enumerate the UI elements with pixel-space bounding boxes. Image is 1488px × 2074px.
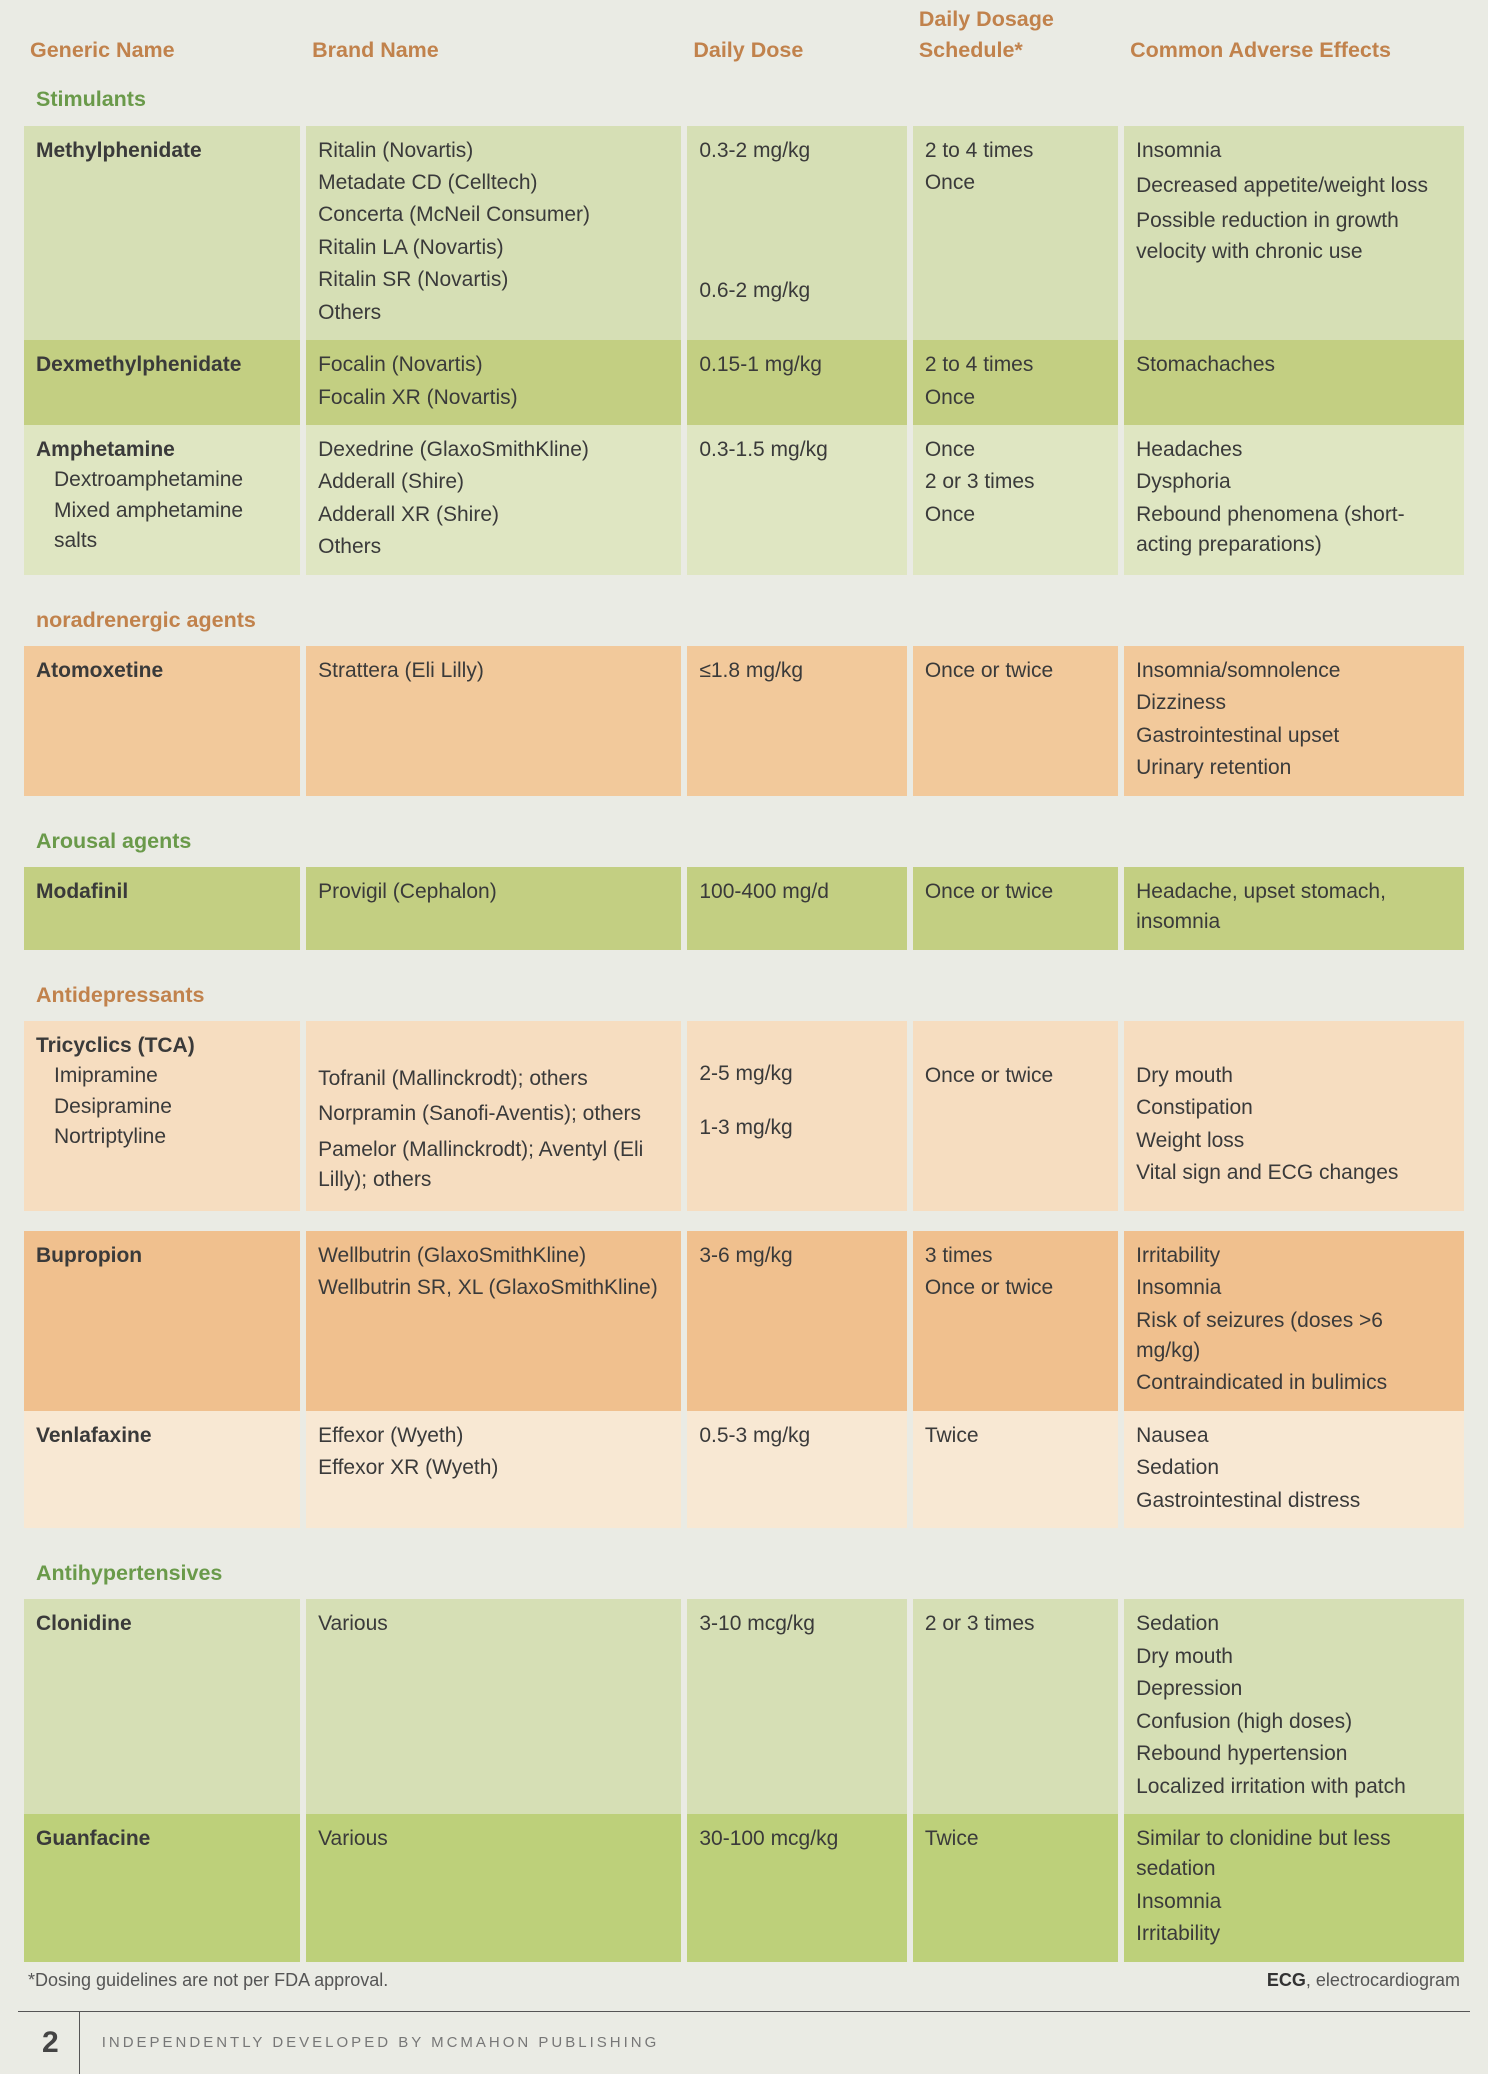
dose-cell: 0.3-1.5 mg/kg — [687, 425, 906, 575]
dose-cell: 0.15-1 mg/kg — [687, 340, 906, 425]
schedule-cell: 3 times Once or twice — [913, 1231, 1118, 1411]
generic-name: Bupropion — [36, 1244, 142, 1267]
schedule-cell: 2 to 4 times Once — [913, 126, 1118, 341]
schedule-cell: 2 or 3 times — [913, 1599, 1118, 1814]
footer-bar: 2 INDEPENDENTLY DEVELOPED BY MCMAHON PUB… — [18, 2011, 1470, 2074]
row-modafinil: Modafinil Provigil (Cephalon) 100-400 mg… — [24, 867, 1464, 950]
row-tricyclics: Tricyclics (TCA) Imipramine Desipramine … — [24, 1021, 1464, 1211]
dose-cell: 3-10 mcg/kg — [687, 1599, 906, 1814]
brand-cell: Effexor (Wyeth) Effexor XR (Wyeth) — [306, 1411, 681, 1528]
brand-cell: Dexedrine (GlaxoSmithKline) Adderall (Sh… — [306, 425, 681, 575]
dose-cell: ≤1.8 mg/kg — [687, 646, 906, 796]
col-dose: Daily Dose — [687, 0, 906, 74]
row-methylphenidate: Methylphenidate Ritalin (Novartis) Metad… — [24, 126, 1464, 341]
generic-cell: Amphetamine Dextroamphetamine Mixed amph… — [24, 425, 300, 575]
section-antihypertensives: Antihypertensives — [24, 1548, 1464, 1599]
col-adverse: Common Adverse Effects — [1124, 0, 1464, 74]
generic-name: Modafinil — [36, 880, 128, 903]
section-stimulants: Stimulants — [24, 74, 1464, 125]
section-antidepressants: Antidepressants — [24, 970, 1464, 1021]
col-schedule: Daily Dosage Schedule* — [913, 0, 1118, 74]
schedule-cell: Once or twice — [913, 646, 1118, 796]
publisher-line: INDEPENDENTLY DEVELOPED BY MCMAHON PUBLI… — [80, 2034, 660, 2051]
generic-name: Atomoxetine — [36, 659, 163, 682]
dose-cell: 0.5-3 mg/kg — [687, 1411, 906, 1528]
brand-cell: Provigil (Cephalon) — [306, 867, 681, 950]
adverse-cell: Insomnia/somnolence Dizziness Gastrointe… — [1124, 646, 1464, 796]
generic-name: Dexmethylphenidate — [36, 353, 241, 376]
row-venlafaxine: Venlafaxine Effexor (Wyeth) Effexor XR (… — [24, 1411, 1464, 1528]
brand-cell: Focalin (Novartis) Focalin XR (Novartis) — [306, 340, 681, 425]
generic-cell: Tricyclics (TCA) Imipramine Desipramine … — [24, 1021, 300, 1211]
brand-cell: Ritalin (Novartis) Metadate CD (Celltech… — [306, 126, 681, 341]
row-atomoxetine: Atomoxetine Strattera (Eli Lilly) ≤1.8 m… — [24, 646, 1464, 796]
schedule-cell: Once or twice — [913, 1021, 1118, 1211]
brand-cell: Tofranil (Mallinckrodt); others Norprami… — [306, 1021, 681, 1211]
schedule-cell: Twice — [913, 1411, 1118, 1528]
col-brand: Brand Name — [306, 0, 681, 74]
dose-cell: 30-100 mcg/kg — [687, 1814, 906, 1962]
adverse-cell: Insomnia Decreased appetite/weight loss … — [1124, 126, 1464, 341]
row-dexmethylphenidate: Dexmethylphenidate Focalin (Novartis) Fo… — [24, 340, 1464, 425]
dose-cell: 3-6 mg/kg — [687, 1231, 906, 1411]
section-noradrenergic: noradrenergic agents — [24, 595, 1464, 646]
col-generic: Generic Name — [24, 0, 300, 74]
adverse-cell: Irritability Insomnia Risk of seizures (… — [1124, 1231, 1464, 1411]
header-row: Generic Name Brand Name Daily Dose Daily… — [24, 0, 1464, 74]
footnote-right: ECG, electrocardiogram — [1267, 1970, 1460, 1991]
adverse-cell: Stomachaches — [1124, 340, 1464, 425]
schedule-cell: Once or twice — [913, 867, 1118, 950]
brand-cell: Strattera (Eli Lilly) — [306, 646, 681, 796]
adverse-cell: Headache, upset stomach, insomnia — [1124, 867, 1464, 950]
adverse-cell: Headaches Dysphoria Rebound phenomena (s… — [1124, 425, 1464, 575]
schedule-cell: 2 to 4 times Once — [913, 340, 1118, 425]
generic-name: Venlafaxine — [36, 1424, 152, 1447]
dose-cell: 2-5 mg/kg 1-3 mg/kg — [687, 1021, 906, 1211]
generic-name: Clonidine — [36, 1612, 132, 1635]
adverse-cell: Dry mouth Constipation Weight loss Vital… — [1124, 1021, 1464, 1211]
adverse-cell: Sedation Dry mouth Depression Confusion … — [1124, 1599, 1464, 1814]
section-arousal: Arousal agents — [24, 816, 1464, 867]
row-bupropion: Bupropion Wellbutrin (GlaxoSmithKline) W… — [24, 1231, 1464, 1411]
medication-table-page: Generic Name Brand Name Daily Dose Daily… — [0, 0, 1488, 2074]
medications-table: Generic Name Brand Name Daily Dose Daily… — [18, 0, 1470, 1962]
footnote-left: *Dosing guidelines are not per FDA appro… — [28, 1970, 388, 1991]
generic-name: Guanfacine — [36, 1827, 150, 1850]
page-number: 2 — [18, 2012, 80, 2074]
schedule-cell: Once 2 or 3 times Once — [913, 425, 1118, 575]
row-clonidine: Clonidine Various 3-10 mcg/kg 2 or 3 tim… — [24, 1599, 1464, 1814]
dose-cell: 100-400 mg/d — [687, 867, 906, 950]
adverse-cell: Similar to clonidine but less sedation I… — [1124, 1814, 1464, 1962]
schedule-cell: Twice — [913, 1814, 1118, 1962]
row-guanfacine: Guanfacine Various 30-100 mcg/kg Twice S… — [24, 1814, 1464, 1962]
brand-cell: Various — [306, 1599, 681, 1814]
row-amphetamine: Amphetamine Dextroamphetamine Mixed amph… — [24, 425, 1464, 575]
brand-cell: Wellbutrin (GlaxoSmithKline) Wellbutrin … — [306, 1231, 681, 1411]
dose-cell: 0.3-2 mg/kg 0.6-2 mg/kg — [687, 126, 906, 341]
brand-cell: Various — [306, 1814, 681, 1962]
adverse-cell: Nausea Sedation Gastrointestinal distres… — [1124, 1411, 1464, 1528]
footnotes: *Dosing guidelines are not per FDA appro… — [18, 1962, 1470, 2001]
generic-name: Methylphenidate — [36, 139, 202, 162]
